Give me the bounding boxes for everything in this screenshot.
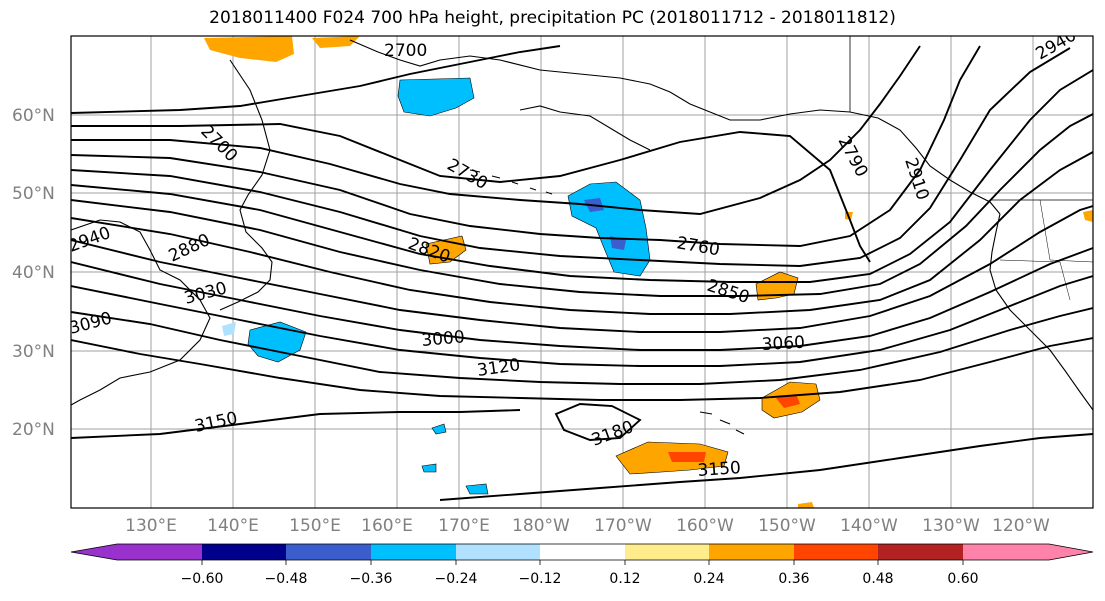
precip-positive-area: [312, 36, 360, 48]
map-frame: [70, 35, 1094, 509]
lon-label: 160°W: [676, 516, 734, 536]
colorbar-segment: [625, 544, 709, 560]
colorbar-label: −0.48: [265, 571, 308, 587]
lon-label: 170°W: [594, 516, 652, 536]
contour-label: 3060: [761, 333, 805, 355]
precip-positive-area: [1083, 210, 1093, 222]
precip-positive-core: [668, 452, 706, 462]
colorbar-outline: [70, 543, 1094, 561]
colorbar-label: 0.48: [862, 571, 893, 587]
lat-label: 50°N: [12, 184, 55, 204]
colorbar-segment: [540, 544, 625, 560]
colorbar-label: 0.12: [609, 571, 640, 587]
lat-label: 20°N: [12, 420, 55, 440]
colorbar-label: −0.24: [435, 571, 478, 587]
colorbar-segment: [709, 544, 794, 560]
colorbar-label: −0.12: [519, 571, 562, 587]
precip-negative-area: [431, 423, 447, 435]
contour-label: 3000: [421, 327, 466, 351]
lat-label: 60°N: [12, 106, 55, 126]
contour-label: 3150: [697, 458, 742, 481]
colorbar-segment: [963, 544, 1049, 560]
colorbar-label: 0.60: [947, 571, 978, 587]
precip-negative-area: [222, 322, 236, 336]
colorbar-segment: [1049, 544, 1093, 560]
precip-shading: [204, 36, 1093, 508]
colorbar-label: 0.36: [778, 571, 809, 587]
lon-label: 120°W: [992, 516, 1050, 536]
colorbar-label: 0.24: [693, 571, 724, 587]
contour-label: 2700: [384, 41, 427, 61]
colorbar-segment: [202, 544, 286, 560]
lon-label: 160°E: [361, 516, 413, 536]
colorbar-segment: [371, 544, 456, 560]
latitude-labels: 60°N 50°N 40°N 30°N 20°N: [12, 106, 55, 440]
colorbar-segment: [456, 544, 540, 560]
colorbar-segment: [117, 544, 202, 560]
lon-label: 140°E: [207, 516, 259, 536]
colorbar-label: −0.36: [350, 571, 393, 587]
map-title: 2018011400 F024 700 hPa height, precipit…: [209, 8, 896, 28]
colorbar-segment: [794, 544, 878, 560]
lon-label: 130°E: [125, 516, 177, 536]
precip-negative-area: [421, 463, 437, 473]
colorbar-segment: [286, 544, 371, 560]
colorbar-segment: [71, 544, 117, 560]
precip-negative-area: [465, 483, 489, 495]
precip-positive-area: [798, 502, 814, 508]
longitude-labels: 130°E 140°E 150°E 160°E 170°E 180°W 170°…: [125, 516, 1050, 536]
colorbar-segment: [878, 544, 963, 560]
colorbar: −0.60 −0.48 −0.36 −0.24 −0.12 0.12 0.24 …: [70, 543, 1094, 587]
precip-positive-area: [204, 36, 294, 62]
lat-label: 40°N: [12, 263, 55, 283]
lon-label: 150°W: [758, 516, 816, 536]
lon-label: 180°W: [512, 516, 570, 536]
height-contours: [71, 45, 1093, 501]
precip-negative-area: [397, 77, 475, 117]
lon-label: 130°W: [922, 516, 980, 536]
lat-label: 30°N: [12, 342, 55, 362]
precip-positive-core: [776, 394, 800, 408]
lon-label: 150°E: [289, 516, 341, 536]
colorbar-label: −0.60: [181, 571, 224, 587]
lon-label: 140°W: [840, 516, 898, 536]
lon-label: 170°E: [438, 516, 490, 536]
